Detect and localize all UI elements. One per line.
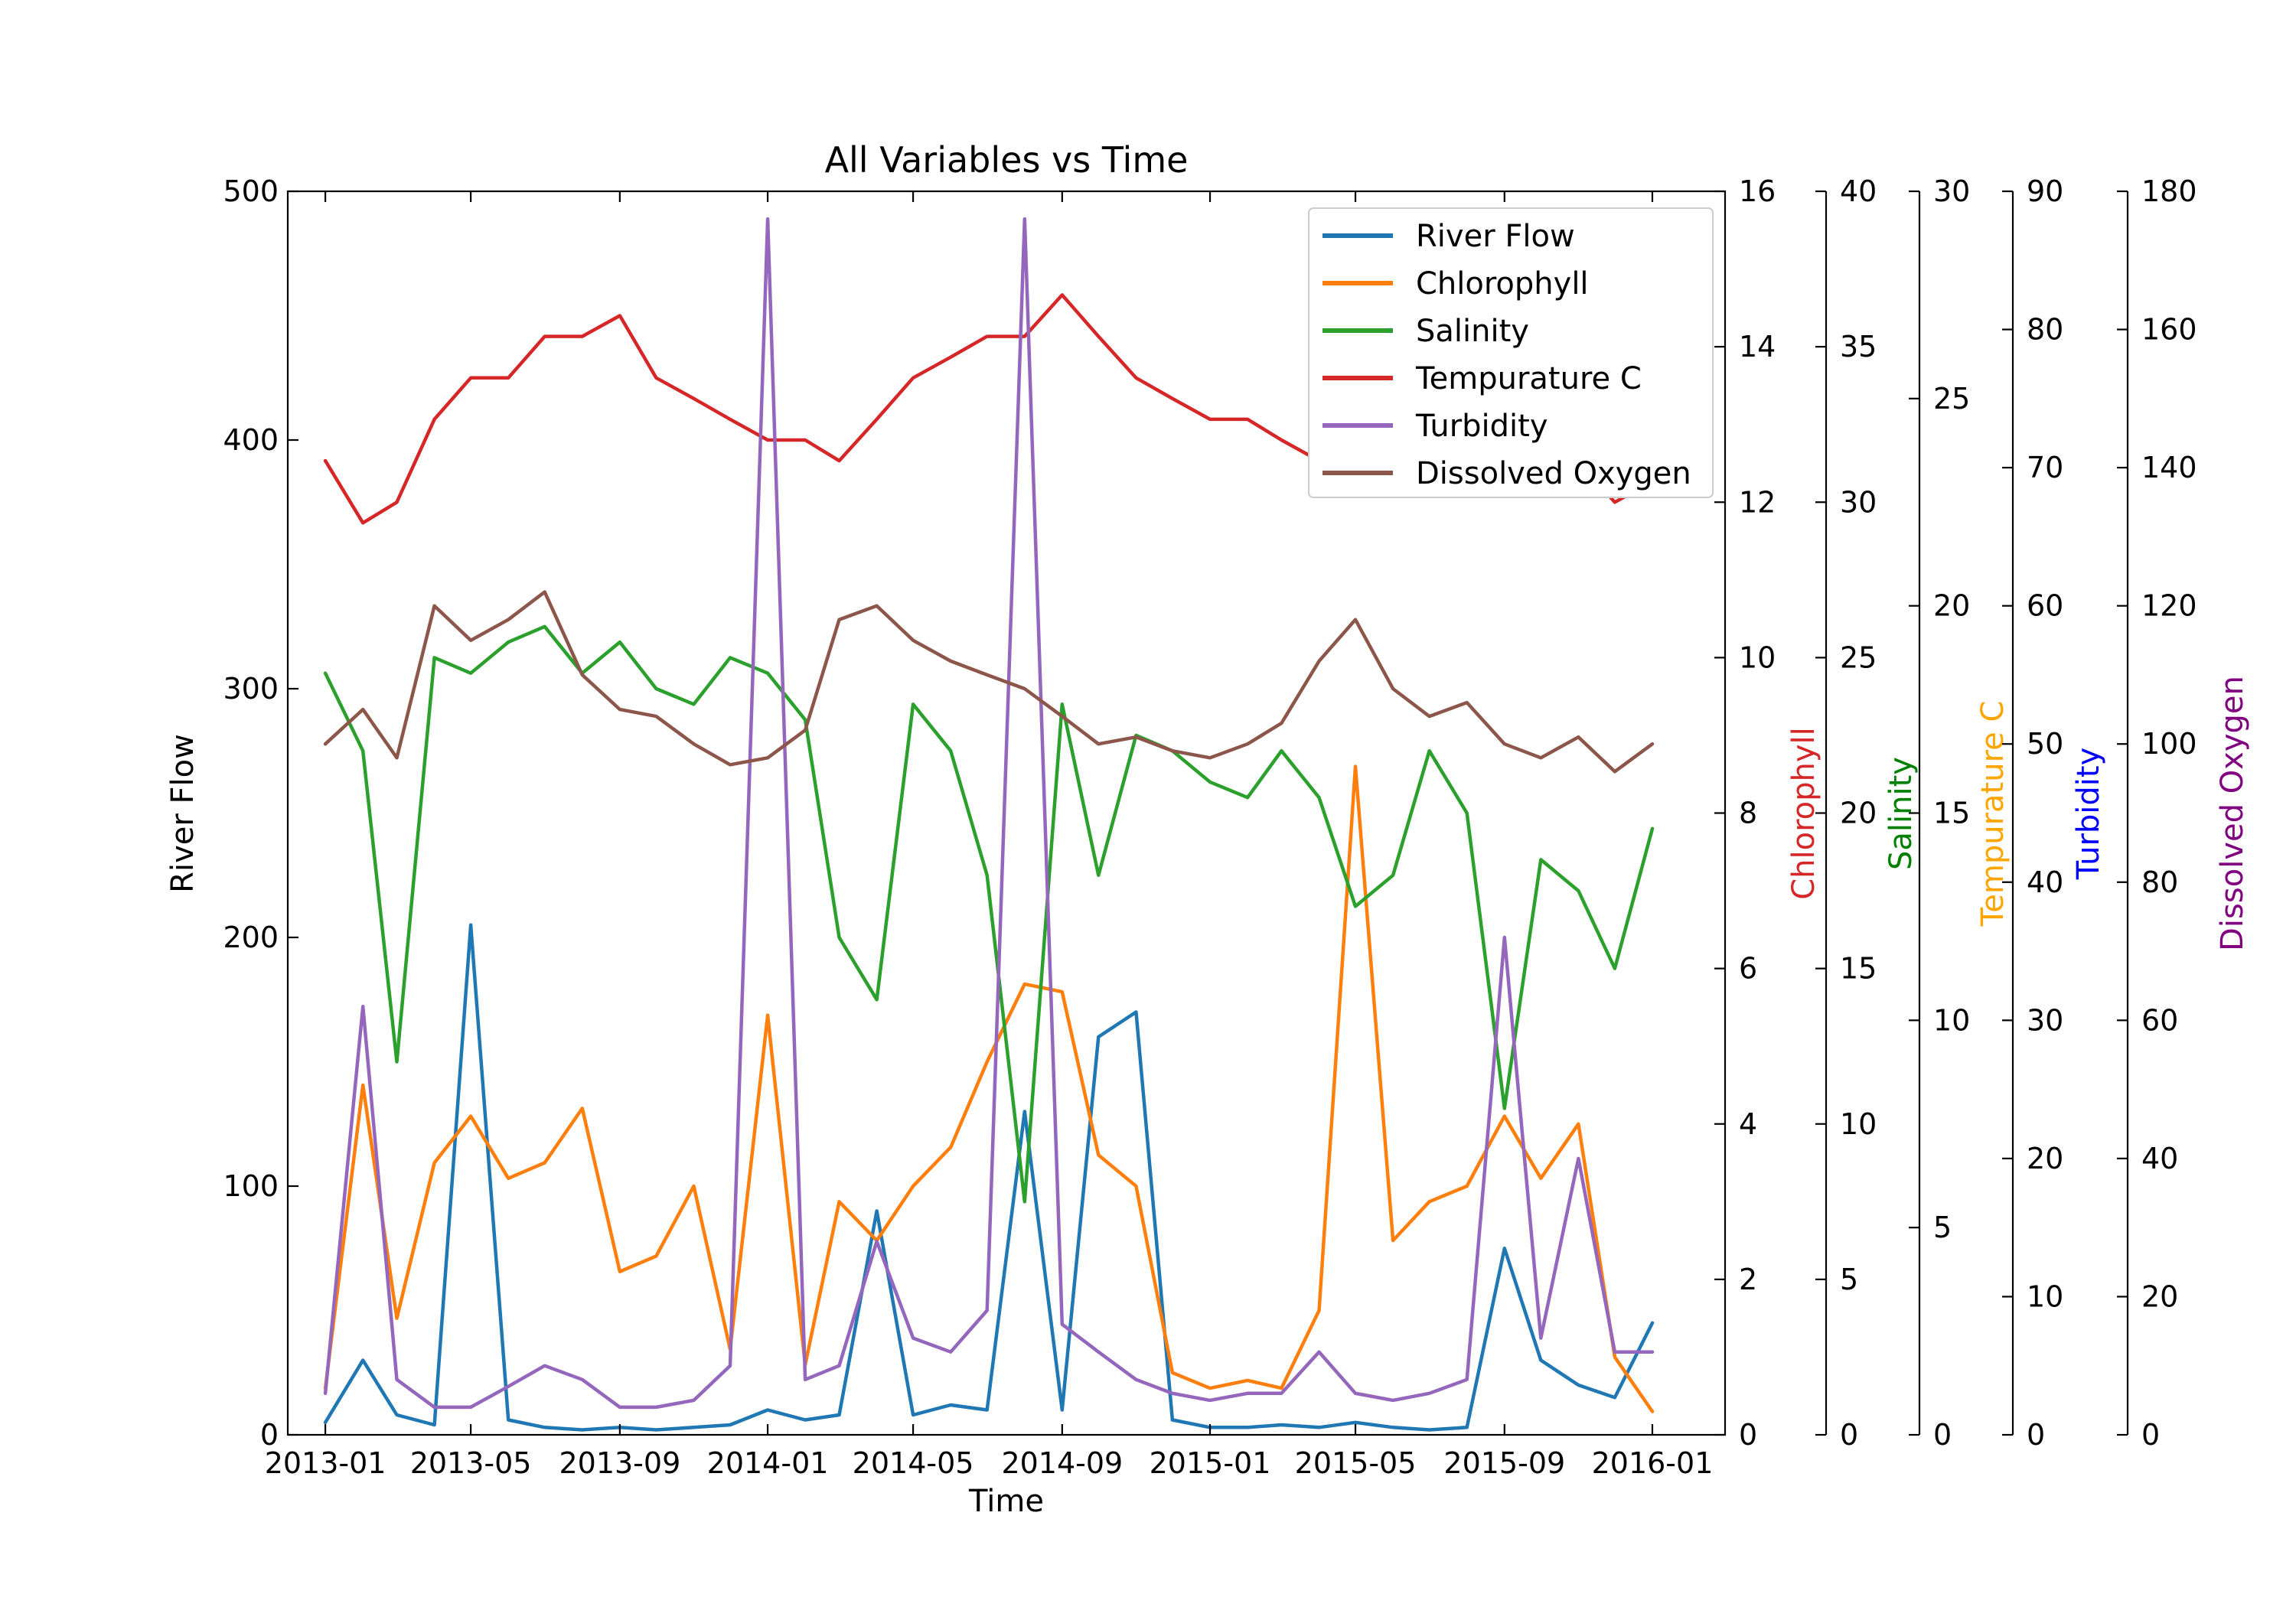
x-axis: 2013-01 2013-05 2013-09 2014-01 2014-05 2014-… <box>265 191 1714 1480</box>
secondary-tick-label: 0 <box>2141 1418 2160 1452</box>
secondary-tick-label: 30 <box>2027 1003 2063 1037</box>
secondary-tick-label: 16 <box>1739 174 1776 208</box>
legend-entry: River Flow <box>1322 219 1575 254</box>
secondary-tick-label: 20 <box>1933 589 1970 623</box>
legend-entry: Salinity <box>1322 314 1529 349</box>
secondary-tick-label: 90 <box>2027 174 2063 208</box>
y-tick-label: 0 <box>260 1418 279 1452</box>
secondary-tick-label: 40 <box>1840 174 1877 208</box>
secondary-tick-label: 0 <box>1739 1418 1757 1452</box>
legend-entry: Chlorophyll <box>1322 266 1589 302</box>
secondary-axis-label: Dissolved Oxygen <box>2215 676 2250 951</box>
secondary-axes: 0246810121416Chlorophyll0510152025303540… <box>1714 174 2250 1452</box>
y-axis-label: River Flow <box>165 734 201 893</box>
secondary-tick-label: 5 <box>1933 1211 1952 1244</box>
legend-entry: Tempurature C <box>1322 361 1642 396</box>
y-tick-label: 100 <box>223 1169 279 1203</box>
secondary-tick-label: 6 <box>1739 952 1757 986</box>
secondary-tick-label: 30 <box>1933 174 1970 208</box>
secondary-tick-label: 25 <box>1840 641 1877 674</box>
y-axis-left: 0 100 200 300 400 500 <box>223 174 298 1452</box>
secondary-tick-label: 100 <box>2141 727 2197 761</box>
legend-label: Dissolved Oxygen <box>1416 456 1691 491</box>
y-tick-label: 300 <box>223 672 279 706</box>
x-tick-label: 2014-09 <box>1001 1446 1123 1480</box>
y-tick-label: 500 <box>223 174 279 208</box>
secondary-axis-label: Turbidity <box>2071 748 2106 881</box>
secondary-tick-label: 10 <box>2027 1279 2063 1313</box>
secondary-tick-label: 60 <box>2141 1003 2178 1037</box>
secondary-tick-label: 20 <box>1840 797 1877 830</box>
series-line <box>323 764 1655 1413</box>
x-axis-label: Time <box>968 1484 1044 1519</box>
series-line <box>323 624 1655 1204</box>
secondary-axis-label: Tempurature C <box>1975 701 2011 927</box>
secondary-tick-label: 0 <box>1840 1418 1858 1452</box>
secondary-tick-label: 50 <box>2027 727 2063 761</box>
secondary-tick-label: 15 <box>1840 952 1877 986</box>
secondary-tick-label: 120 <box>2141 589 2197 623</box>
x-tick-label: 2015-05 <box>1295 1446 1417 1480</box>
legend-label: Salinity <box>1416 314 1529 349</box>
secondary-tick-label: 40 <box>2141 1142 2178 1175</box>
chart-title: All Variables vs Time <box>825 139 1189 181</box>
x-tick-label: 2015-09 <box>1443 1446 1565 1480</box>
secondary-tick-label: 0 <box>2027 1418 2045 1452</box>
legend-label: Tempurature C <box>1415 361 1642 396</box>
secondary-tick-label: 10 <box>1840 1107 1877 1141</box>
secondary-tick-label: 0 <box>1933 1418 1952 1452</box>
secondary-tick-label: 60 <box>2027 589 2063 623</box>
series-line <box>323 217 1655 1410</box>
legend-label: River Flow <box>1416 219 1575 254</box>
secondary-tick-label: 15 <box>1933 797 1970 830</box>
legend-box <box>1308 207 1714 498</box>
x-tick-label: 2014-05 <box>853 1446 974 1480</box>
secondary-tick-label: 80 <box>2027 313 2063 347</box>
secondary-tick-label: 30 <box>1840 485 1877 519</box>
x-tick-label: 2016-01 <box>1592 1446 1714 1480</box>
legend-label: Turbidity <box>1415 409 1548 444</box>
secondary-tick-label: 4 <box>1739 1107 1757 1141</box>
y-tick-label: 400 <box>223 423 279 457</box>
secondary-tick-label: 180 <box>2141 174 2197 208</box>
legend: River Flow Chlorophyll Salinity Tempurature… <box>1308 207 1714 498</box>
legend-label: Chlorophyll <box>1416 266 1589 302</box>
x-tick-label: 2013-01 <box>265 1446 386 1480</box>
secondary-tick-label: 70 <box>2027 451 2063 484</box>
secondary-tick-label: 20 <box>2141 1279 2178 1313</box>
x-tick-label: 2013-09 <box>559 1446 680 1480</box>
secondary-tick-label: 35 <box>1840 330 1877 363</box>
secondary-tick-label: 80 <box>2141 865 2178 899</box>
secondary-tick-label: 2 <box>1739 1263 1757 1296</box>
x-tick-label: 2013-05 <box>410 1446 532 1480</box>
secondary-tick-label: 10 <box>1933 1003 1970 1037</box>
secondary-tick-label: 40 <box>2027 865 2063 899</box>
secondary-tick-label: 140 <box>2141 451 2197 484</box>
legend-entry: Dissolved Oxygen <box>1322 456 1691 491</box>
secondary-tick-label: 10 <box>1739 641 1776 674</box>
secondary-tick-label: 5 <box>1840 1263 1858 1296</box>
series-lines <box>323 217 1655 1432</box>
series-line <box>323 923 1655 1432</box>
y-tick-label: 200 <box>223 921 279 954</box>
secondary-tick-label: 25 <box>1933 382 1970 416</box>
x-tick-label: 2015-01 <box>1150 1446 1271 1480</box>
legend-entry: Turbidity <box>1322 409 1548 444</box>
secondary-axis: 0 5 10 15 20 25 30 Tempurature C <box>1909 174 2011 1452</box>
secondary-axis: 0 20 40 60 80 100 120 140 160 180 Dissolved Oxygen <box>2117 174 2250 1452</box>
x-tick-label: 2014-01 <box>707 1446 829 1480</box>
secondary-tick-label: 20 <box>2027 1142 2063 1175</box>
secondary-tick-label: 160 <box>2141 313 2197 347</box>
secondary-axis: 0 10 20 30 40 50 60 70 80 90 Turbidity <box>2002 174 2106 1452</box>
secondary-tick-label: 14 <box>1739 330 1776 363</box>
secondary-tick-label: 8 <box>1739 797 1757 830</box>
series-line <box>323 590 1655 774</box>
secondary-tick-label: 12 <box>1739 485 1776 519</box>
